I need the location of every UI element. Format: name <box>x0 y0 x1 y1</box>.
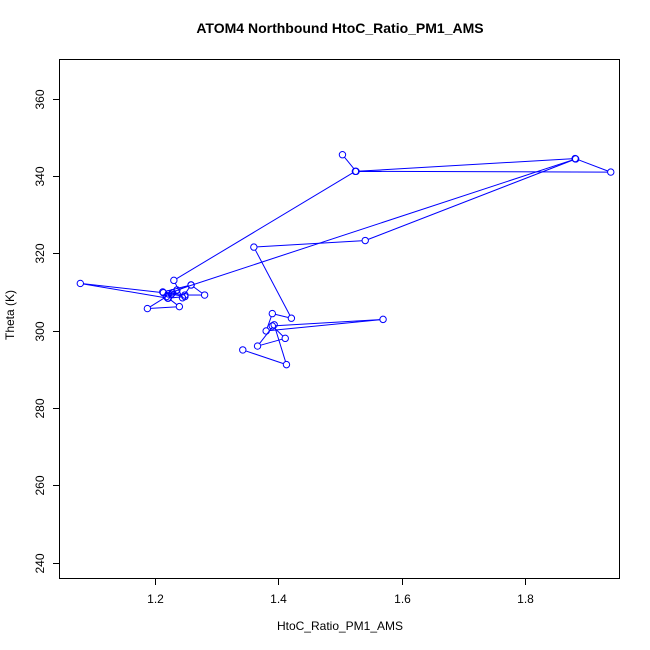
data-point <box>181 292 189 301</box>
series-segment <box>245 350 284 365</box>
series-segment <box>266 316 272 329</box>
x-tick-label: 1.4 <box>270 592 287 606</box>
data-point <box>268 322 277 330</box>
data-point <box>268 309 277 318</box>
series-segment <box>275 319 380 327</box>
series-segment <box>274 327 286 362</box>
data-point <box>143 304 152 313</box>
series-points <box>76 151 615 369</box>
y-tick-label: 280 <box>33 398 47 418</box>
series-segment <box>171 296 182 299</box>
series-segment <box>254 249 291 316</box>
chart-title: ATOM4 Northbound HtoC_Ratio_PM1_AMS <box>196 20 484 36</box>
data-point <box>379 315 387 324</box>
series-segment <box>150 306 177 309</box>
series-segment <box>275 313 289 318</box>
series-segment <box>83 283 161 293</box>
y-tick-label: 340 <box>33 166 47 186</box>
series-segment <box>179 159 573 290</box>
series-segment <box>257 240 363 248</box>
data-point <box>571 155 580 163</box>
y-tick-label: 320 <box>33 243 47 263</box>
data-point <box>270 321 278 329</box>
data-point <box>200 291 209 299</box>
x-axis-label: HtoC_Ratio_PM1_AMS <box>276 619 404 633</box>
data-point <box>253 342 262 350</box>
data-point <box>250 243 258 251</box>
series-segment <box>358 170 608 173</box>
y-tick-label: 240 <box>33 553 47 573</box>
x-tick-label: 1.8 <box>517 592 534 606</box>
data-point <box>361 236 369 245</box>
data-point <box>281 334 289 343</box>
plot-frame <box>59 59 620 579</box>
series-segment <box>176 172 353 280</box>
y-axis: 240 260 280 300 320 340 360 <box>33 89 60 574</box>
series-segment <box>259 327 273 344</box>
data-point <box>282 360 291 369</box>
series-segment <box>359 158 572 172</box>
series-segment <box>149 297 165 308</box>
x-tick-label: 1.6 <box>394 592 411 606</box>
data-point <box>239 346 247 354</box>
data-point <box>607 168 615 176</box>
data-point <box>173 286 181 294</box>
series-segment <box>344 156 355 170</box>
data-point <box>262 327 270 335</box>
series-segment <box>174 282 182 296</box>
series-segment <box>170 299 178 306</box>
series-segment <box>577 159 608 172</box>
series-segment <box>165 285 189 292</box>
y-tick-label: 360 <box>33 89 47 109</box>
series-lines <box>83 156 608 365</box>
y-axis-label: Theta (K) <box>3 289 17 341</box>
series-segment <box>83 283 165 299</box>
y-tick-label: 260 <box>33 475 47 495</box>
data-point <box>338 151 347 159</box>
data-point <box>287 314 296 322</box>
data-point <box>76 279 85 288</box>
data-point <box>167 290 176 298</box>
x-axis: 1.2 1.4 1.6 1.8 <box>147 578 534 606</box>
data-point <box>170 276 178 285</box>
data-point <box>187 281 195 289</box>
data-point <box>351 167 360 176</box>
series-segment <box>368 159 573 240</box>
series-segment <box>269 319 380 332</box>
x-tick-label: 1.2 <box>147 592 164 606</box>
series-segment <box>193 286 203 294</box>
data-point <box>175 302 184 311</box>
y-tick-label: 300 <box>33 321 47 341</box>
